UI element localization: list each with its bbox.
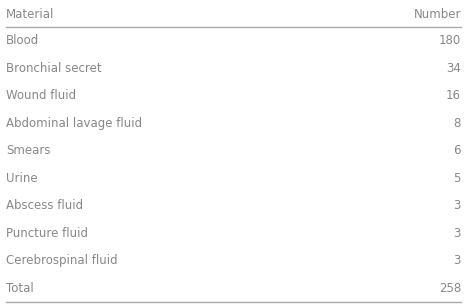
Text: Urine: Urine [6, 172, 38, 185]
Text: Abscess fluid: Abscess fluid [6, 199, 83, 212]
Text: Material: Material [6, 7, 54, 21]
Text: 34: 34 [446, 62, 461, 75]
Text: 5: 5 [453, 172, 461, 185]
Text: Puncture fluid: Puncture fluid [6, 227, 88, 240]
Text: 3: 3 [453, 199, 461, 212]
Text: Wound fluid: Wound fluid [6, 89, 76, 102]
Text: 16: 16 [446, 89, 461, 102]
Text: Bronchial secret: Bronchial secret [6, 62, 102, 75]
Text: 6: 6 [453, 144, 461, 157]
Text: Blood: Blood [6, 34, 39, 47]
Text: 258: 258 [439, 282, 461, 295]
Text: Number: Number [413, 7, 461, 21]
Text: 8: 8 [453, 117, 461, 130]
Text: 3: 3 [453, 227, 461, 240]
Text: Cerebrospinal fluid: Cerebrospinal fluid [6, 254, 118, 267]
Text: Smears: Smears [6, 144, 50, 157]
Text: Total: Total [6, 282, 34, 295]
Text: Abdominal lavage fluid: Abdominal lavage fluid [6, 117, 142, 130]
Text: 180: 180 [439, 34, 461, 47]
Text: 3: 3 [453, 254, 461, 267]
